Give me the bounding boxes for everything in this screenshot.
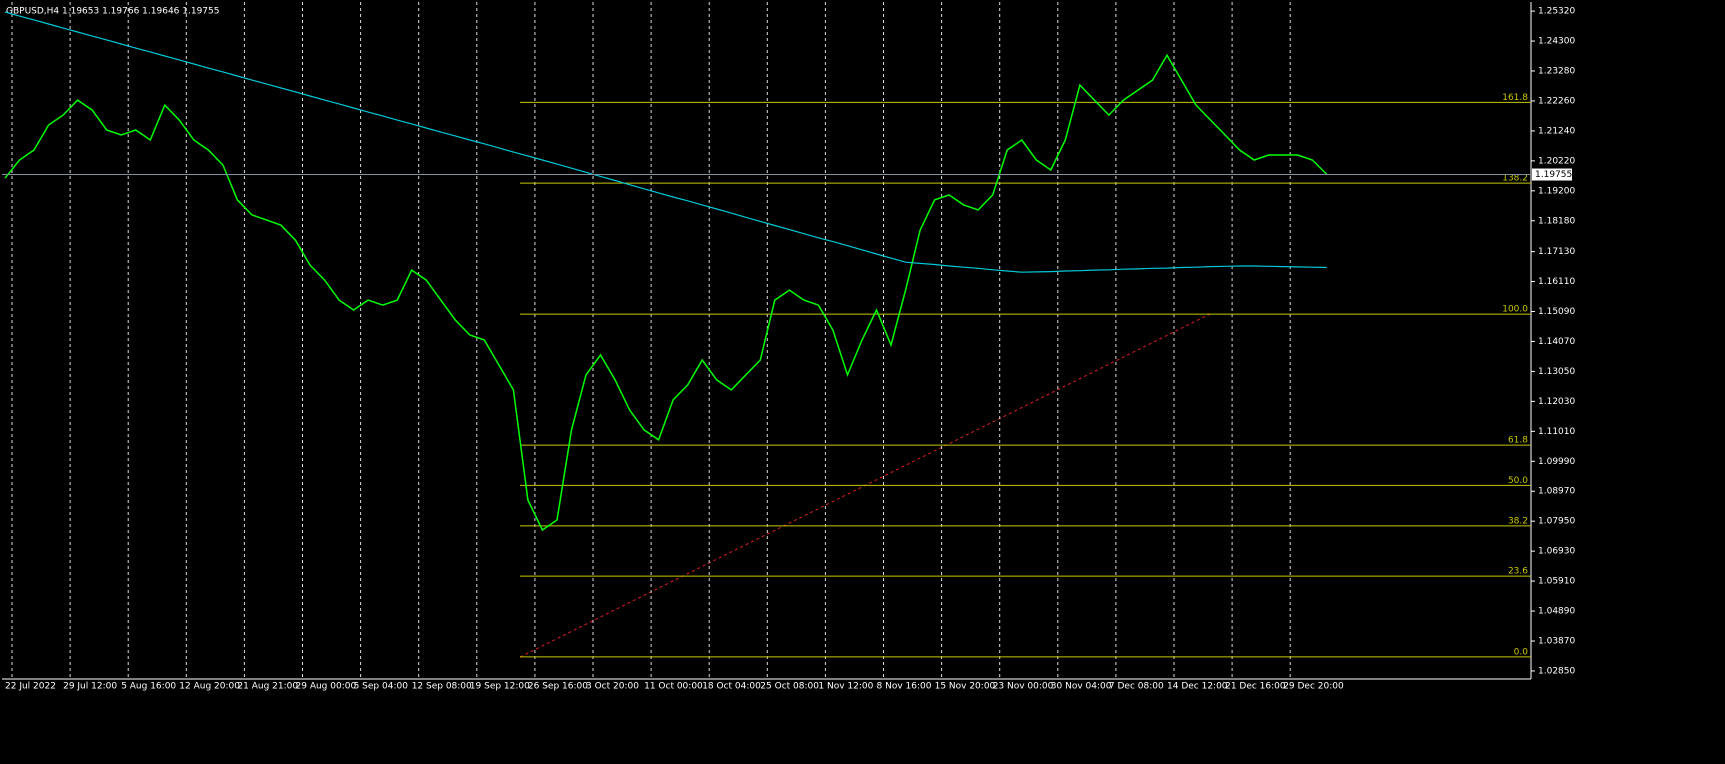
y-tick-label: 1.25320 xyxy=(1538,7,1575,17)
fib-label: 61.8 xyxy=(1508,436,1528,446)
fib-label: 38.2 xyxy=(1508,516,1528,526)
y-tick-label: 1.07950 xyxy=(1538,517,1575,527)
fib-label: 100.0 xyxy=(1502,305,1528,315)
y-tick-label: 1.23280 xyxy=(1538,67,1575,77)
x-tick-label: 23 Nov 00:00 xyxy=(993,682,1054,692)
y-tick-label: 1.20220 xyxy=(1538,156,1575,166)
y-tick-label: 1.13050 xyxy=(1538,367,1575,377)
y-tick-label: 1.02850 xyxy=(1538,666,1575,676)
x-tick-label: 29 Aug 00:00 xyxy=(296,682,357,692)
fib-label: 0.0 xyxy=(1514,647,1529,657)
y-tick-label: 1.05910 xyxy=(1538,577,1575,587)
x-tick-label: 1 Nov 12:00 xyxy=(818,682,873,692)
y-tick-label: 1.08970 xyxy=(1538,487,1575,497)
fib-label: 23.6 xyxy=(1508,567,1528,577)
y-tick-label: 1.18180 xyxy=(1538,216,1575,226)
x-tick-label: 22 Jul 2022 xyxy=(5,682,56,692)
x-tick-label: 25 Oct 08:00 xyxy=(760,682,819,692)
y-tick-label: 1.19200 xyxy=(1538,186,1575,196)
y-tick-label: 1.12030 xyxy=(1538,397,1575,407)
x-tick-label: 29 Jul 12:00 xyxy=(63,682,117,692)
x-tick-label: 14 Dec 12:00 xyxy=(1167,682,1228,692)
x-tick-label: 29 Dec 20:00 xyxy=(1283,682,1344,692)
y-tick-label: 1.17130 xyxy=(1538,247,1575,257)
y-tick-label: 1.06930 xyxy=(1538,547,1575,557)
y-tick-label: 1.04890 xyxy=(1538,607,1575,617)
x-tick-label: 5 Aug 16:00 xyxy=(121,682,176,692)
x-tick-label: 12 Sep 08:00 xyxy=(412,682,472,692)
x-tick-label: 3 Oct 20:00 xyxy=(586,682,639,692)
x-tick-label: 18 Oct 04:00 xyxy=(702,682,761,692)
current-price-label: 1.19755 xyxy=(1535,170,1572,180)
current-price-box xyxy=(1532,168,1572,181)
fib-label: 161.8 xyxy=(1502,93,1528,103)
x-tick-label: 5 Sep 04:00 xyxy=(354,682,409,692)
fib-label: 138.2 xyxy=(1502,174,1528,184)
x-tick-label: 26 Sep 16:00 xyxy=(528,682,588,692)
y-tick-label: 1.09990 xyxy=(1538,457,1575,467)
y-tick-label: 1.22260 xyxy=(1538,96,1575,106)
x-tick-label: 21 Dec 16:00 xyxy=(1225,682,1286,692)
y-tick-label: 1.14070 xyxy=(1538,337,1575,347)
fib-label: 50.0 xyxy=(1508,476,1528,486)
x-tick-label: 7 Dec 08:00 xyxy=(1109,682,1164,692)
price-line xyxy=(4,53,1328,532)
x-tick-label: 21 Aug 21:00 xyxy=(237,682,298,692)
x-tick-label: 8 Nov 16:00 xyxy=(877,682,932,692)
y-tick-label: 1.21240 xyxy=(1538,126,1575,136)
x-tick-label: 30 Nov 04:00 xyxy=(1051,682,1112,692)
y-tick-label: 1.24300 xyxy=(1538,37,1575,47)
price-line xyxy=(4,11,1327,273)
y-tick-label: 1.11010 xyxy=(1538,427,1575,437)
x-tick-label: 19 Sep 12:00 xyxy=(470,682,530,692)
x-tick-label: 15 Nov 20:00 xyxy=(935,682,996,692)
y-tick-label: 1.15090 xyxy=(1538,307,1575,317)
y-tick-label: 1.16110 xyxy=(1538,277,1575,287)
x-tick-label: 11 Oct 00:00 xyxy=(644,682,703,692)
chart-title: GBPUSD,H4 1.19653 1.19766 1.19646 1.1975… xyxy=(6,7,219,17)
x-tick-label: 12 Aug 20:00 xyxy=(179,682,240,692)
y-tick-label: 1.03870 xyxy=(1538,636,1575,646)
